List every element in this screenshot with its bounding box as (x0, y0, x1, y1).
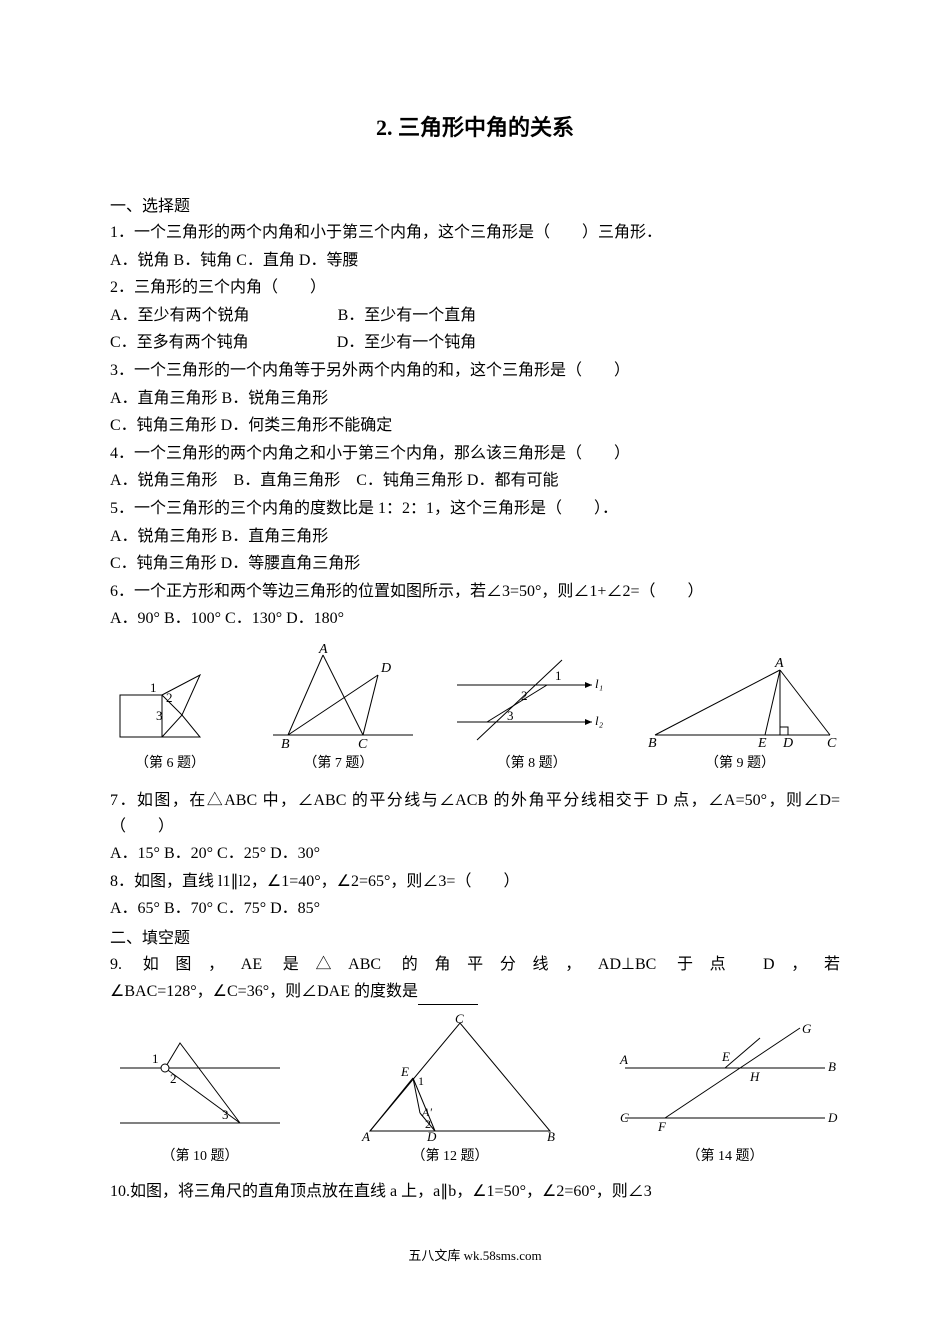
label-2: 2 (425, 1117, 431, 1131)
label-D: D (782, 736, 793, 750)
question-1: 1．一个三角形的两个内角和小于第三个内角，这个三角形是（ ）三角形． (110, 220, 840, 246)
figure-6-caption: （第 6 题） (135, 752, 205, 772)
label-C: C (455, 1013, 464, 1026)
question-2-options: A．至少有两个锐角 B．至少有一个直角 (110, 303, 840, 329)
figure-6-svg: 1 2 3 (110, 640, 230, 750)
question-3: 3．一个三角形的一个内角等于另外两个内角的和，这个三角形是（ ） (110, 358, 840, 384)
fill-blank (418, 990, 478, 1005)
question-9-line1: 9. 如图，AE 是△ABC 的角平分线，AD⊥BC 于点 D，若 (110, 952, 840, 978)
question-8: 8．如图，直线 l1∥l2，∠1=40°，∠2=65°，则∠3=（ ） (110, 869, 840, 895)
question-10: 10.如图，将三角尺的直角顶点放在直线 a 上，a∥b，∠1=50°，∠2=60… (110, 1179, 840, 1205)
figure-12: C A B E D A' 1 2 （第 12 题） (335, 1013, 565, 1165)
label-1: 1 (150, 680, 157, 695)
footer-text: 五八文库 wk.58sms.com (110, 1245, 840, 1264)
label-B: B (547, 1129, 555, 1143)
question-7-options: A．15° B．20° C．25° D．30° (110, 841, 840, 867)
label-3: 3 (156, 708, 163, 723)
document-page: 2. 三角形中角的关系 一、选择题 1．一个三角形的两个内角和小于第三个内角，这… (0, 0, 950, 1304)
label-3: 3 (222, 1107, 229, 1122)
label-D: D (827, 1110, 838, 1125)
question-2: 2．三角形的三个内角（ ） (110, 275, 840, 301)
question-3-options-1: A．直角三角形 B．锐角三角形 (110, 386, 840, 412)
label-H: H (749, 1069, 760, 1084)
figure-14-svg: A B C D E F G H (610, 1023, 840, 1143)
label-G: G (802, 1023, 812, 1036)
label-A: A (318, 642, 328, 657)
label-2: 2 (521, 688, 528, 703)
question-4: 4．一个三角形的两个内角之和小于第三个内角，那么该三角形是（ ） (110, 441, 840, 467)
figure-12-svg: C A B E D A' 1 2 (335, 1013, 565, 1143)
figure-14: A B C D E F G H （第 14 题） (610, 1023, 840, 1165)
question-6-options: A．90° B．100° C．130° D．180° (110, 606, 840, 632)
figure-row-1: 1 2 3 （第 6 题） A B C D （第 7 题） (110, 640, 840, 772)
label-1: 1 (152, 1051, 159, 1066)
option-c: C．至多有两个钝角 (110, 334, 249, 351)
label-l1: l₁ (595, 676, 603, 691)
figure-7-svg: A B C D (253, 640, 423, 750)
option-d: D．至少有一个钝角 (337, 334, 477, 351)
label-2: 2 (170, 1071, 177, 1086)
label-B: B (828, 1059, 836, 1074)
label-l2: l₂ (595, 713, 604, 728)
option-b: B．至少有一个直角 (338, 307, 477, 324)
label-1: 1 (555, 668, 562, 683)
label-D: D (426, 1129, 437, 1143)
figure-9: A B C E D （第 9 题） (640, 650, 840, 772)
figure-10-caption: （第 10 题） (162, 1145, 239, 1165)
question-7: 7．如图，在△ABC 中，∠ABC 的平分线与∠ACB 的外角平分线相交于 D … (110, 788, 840, 839)
label-E: E (721, 1049, 730, 1064)
label-B: B (648, 736, 657, 750)
document-title: 2. 三角形中角的关系 (110, 110, 840, 142)
figure-10: 1 2 3 （第 10 题） (110, 1023, 290, 1165)
label-2: 2 (166, 690, 173, 705)
question-5-options-2: C．钝角三角形 D．等腰直角三角形 (110, 551, 840, 577)
question-1-options: A．锐角 B．钝角 C．直角 D．等腰 (110, 248, 840, 274)
label-1: 1 (418, 1074, 424, 1088)
question-8-options: A．65° B．70° C．75° D．85° (110, 896, 840, 922)
question-3-options-2: C．钝角三角形 D．何类三角形不能确定 (110, 413, 840, 439)
section-2-heading: 二、填空题 (110, 924, 840, 948)
figure-7: A B C D （第 7 题） (253, 640, 423, 772)
section-heading: 一、选择题 (110, 192, 840, 216)
label-A: A (774, 656, 784, 671)
figure-7-caption: （第 7 题） (303, 752, 373, 772)
question-9-text: ∠BAC=128°，∠C=36°，则∠DAE 的度数是 (110, 983, 418, 1000)
figure-14-caption: （第 14 题） (687, 1145, 764, 1165)
question-4-options: A．锐角三角形 B．直角三角形 C．钝角三角形 D．都有可能 (110, 468, 840, 494)
figure-8-caption: （第 8 题） (497, 752, 567, 772)
figure-12-caption: （第 12 题） (412, 1145, 489, 1165)
label-E: E (400, 1064, 409, 1079)
figure-9-caption: （第 9 题） (705, 752, 775, 772)
question-6: 6．一个正方形和两个等边三角形的位置如图所示，若∠3=50°，则∠1+∠2=（ … (110, 579, 840, 605)
question-5: 5．一个三角形的三个内角的度数比是 1：2：1，这个三角形是（ ）． (110, 496, 840, 522)
label-F: F (657, 1119, 667, 1134)
option-a: A．至少有两个锐角 (110, 307, 250, 324)
question-5-options-1: A．锐角三角形 B．直角三角形 (110, 524, 840, 550)
question-9-line2: ∠BAC=128°，∠C=36°，则∠DAE 的度数是 (110, 979, 840, 1005)
label-D: D (380, 661, 391, 676)
label-A: A (361, 1129, 370, 1143)
figure-8: 1 2 3 l₁ l₂ （第 8 题） (447, 650, 617, 772)
figure-6: 1 2 3 （第 6 题） (110, 640, 230, 772)
label-3: 3 (507, 708, 514, 723)
figure-8-svg: 1 2 3 l₁ l₂ (447, 650, 617, 750)
figure-10-svg: 1 2 3 (110, 1023, 290, 1143)
question-2-options-2: C．至多有两个钝角 D．至少有一个钝角 (110, 330, 840, 356)
label-C: C (358, 737, 368, 750)
label-A: A (619, 1052, 628, 1067)
label-B: B (281, 737, 290, 750)
label-C: C (827, 736, 837, 750)
label-E: E (757, 736, 767, 750)
figure-9-svg: A B C E D (640, 650, 840, 750)
label-C: C (620, 1110, 629, 1125)
figure-row-2: 1 2 3 （第 10 题） C A B E D A' (110, 1013, 840, 1165)
